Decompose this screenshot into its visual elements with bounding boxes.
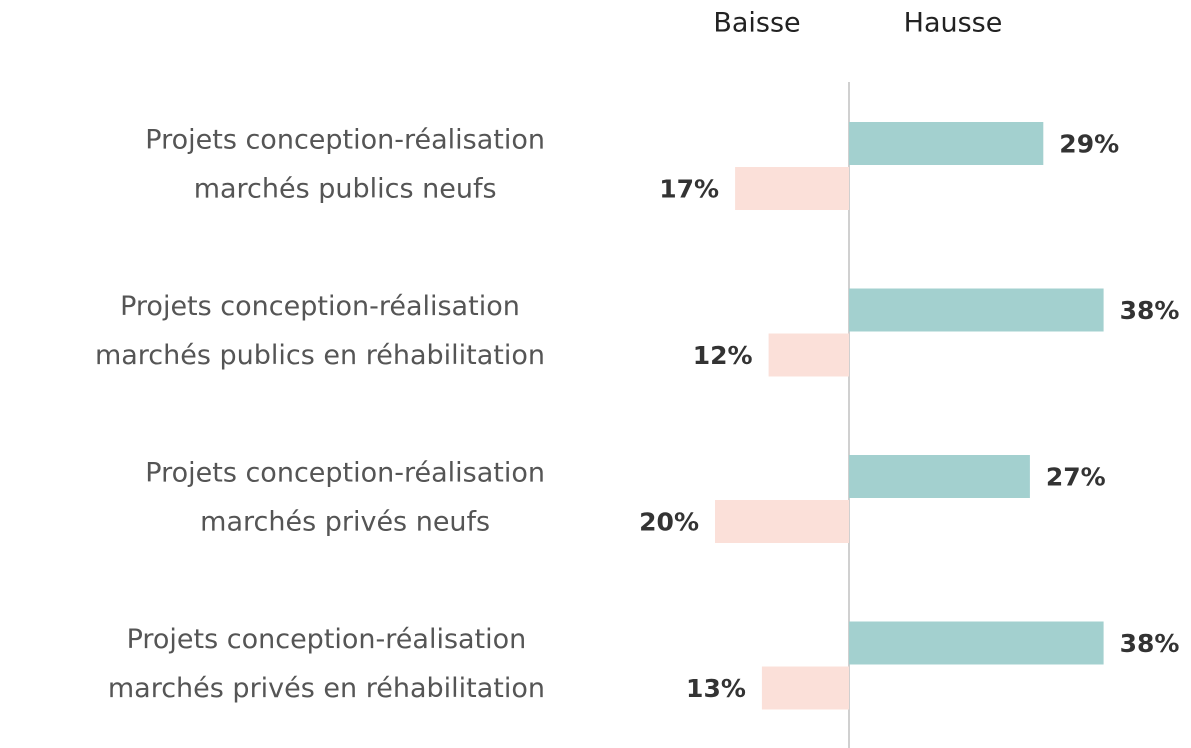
value-label: 17% bbox=[659, 175, 719, 204]
bar bbox=[715, 500, 849, 543]
value-label: 38% bbox=[1120, 629, 1180, 658]
legend-label: Hausse bbox=[904, 8, 1003, 39]
category-label: Projets conception-réalisation marchés pu… bbox=[95, 291, 545, 371]
bar bbox=[735, 167, 849, 210]
bar bbox=[768, 333, 849, 377]
value-label: 29% bbox=[1059, 130, 1119, 159]
category-label: Projets conception-réalisation marchés pr… bbox=[145, 457, 545, 537]
legend-label: Baisse bbox=[713, 8, 800, 39]
value-label: 12% bbox=[693, 341, 753, 370]
category-label: Projets conception-réalisation marchés pu… bbox=[145, 124, 545, 204]
value-label: 20% bbox=[639, 508, 699, 537]
bar bbox=[849, 122, 1044, 165]
category-label: Projets conception-réalisation marchés pr… bbox=[108, 624, 545, 704]
bar bbox=[849, 455, 1030, 498]
value-label: 38% bbox=[1120, 296, 1180, 325]
bar bbox=[849, 288, 1104, 332]
bar bbox=[761, 666, 849, 710]
value-label: 13% bbox=[686, 674, 746, 703]
bar bbox=[849, 621, 1104, 665]
value-label: 27% bbox=[1046, 463, 1106, 492]
